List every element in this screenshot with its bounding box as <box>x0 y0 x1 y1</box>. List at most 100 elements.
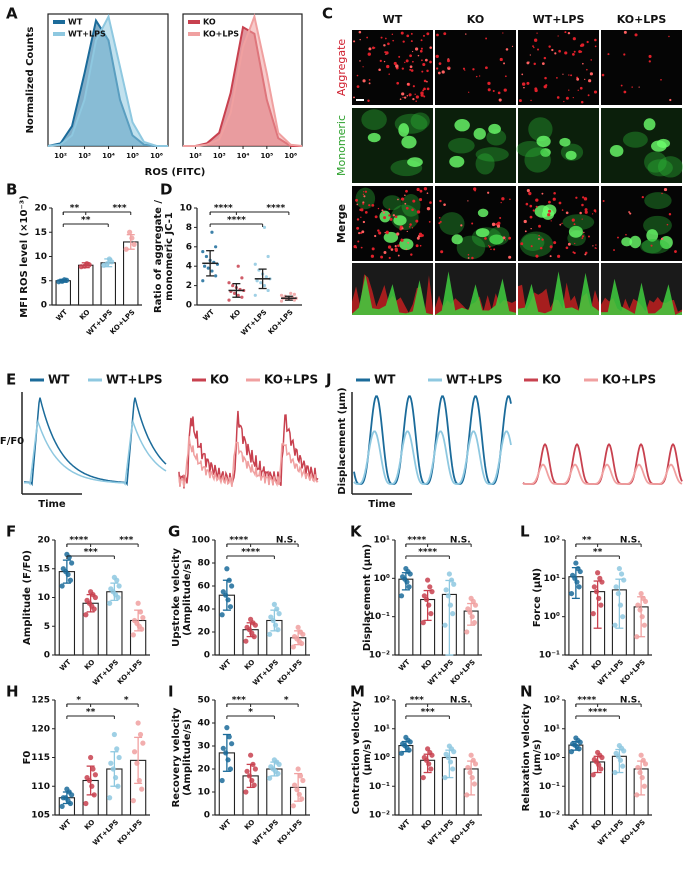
aggregate-dot <box>388 208 391 211</box>
aggregate-dot <box>650 244 653 247</box>
aggregate-dot <box>387 245 392 249</box>
data-point <box>469 774 475 781</box>
aggregate-dot <box>436 67 439 70</box>
aggregate-dot <box>362 202 365 205</box>
aggregate-dot <box>594 45 597 48</box>
aggregate-dot <box>410 253 413 256</box>
sig-label: **** <box>588 708 607 718</box>
aggregate-dot <box>422 89 425 92</box>
x-tick-label: WT <box>218 658 233 673</box>
aggregate-dot <box>484 237 487 240</box>
data-point <box>107 600 113 606</box>
surface-red <box>352 274 433 315</box>
data-point <box>59 583 65 589</box>
data-point <box>108 586 114 592</box>
data-point <box>420 774 426 781</box>
aggregate-dot <box>384 37 387 40</box>
mitochondria-green <box>559 137 571 147</box>
y-tick-label: 100 <box>191 536 210 546</box>
data-point <box>570 741 576 747</box>
aggregate-dot <box>581 203 584 207</box>
mitochondria-green <box>449 155 465 168</box>
mitochondria-green <box>456 235 486 260</box>
data-point <box>639 614 645 620</box>
data-point <box>295 766 301 772</box>
aggregate-dot <box>487 81 491 85</box>
data-point <box>111 731 117 738</box>
panel-label: E <box>6 371 16 389</box>
aggregate-dot <box>388 73 390 75</box>
y-axis-label: Force (μN) <box>532 568 543 627</box>
x-tick-label: WT+LPS <box>251 818 280 847</box>
legend-label: KO <box>203 18 216 27</box>
aggregate-dot <box>583 231 585 234</box>
data-point <box>471 620 477 626</box>
x-tick-label: 10⁶ <box>150 152 163 160</box>
aggregate-dot <box>493 248 496 251</box>
aggregate-dot <box>426 80 428 83</box>
x-tick-label: KO <box>243 818 257 832</box>
aggregate-dot <box>521 82 526 86</box>
aggregate-dot <box>386 64 390 69</box>
aggregate-dot <box>366 36 369 39</box>
y-tick-label: 0 <box>41 301 47 311</box>
aggregate-dot <box>552 197 556 201</box>
aggregate-dot <box>623 53 626 56</box>
aggregate-dot <box>409 68 412 71</box>
data-point <box>92 772 98 778</box>
data-point <box>450 766 456 772</box>
aggregate-dot <box>475 75 478 78</box>
aggregate-dot <box>394 215 398 218</box>
area-line <box>47 13 168 147</box>
aggregate-dot <box>411 227 414 229</box>
aggregate-dot <box>584 78 586 81</box>
data-point <box>262 225 267 229</box>
data-point <box>442 774 448 781</box>
y-tick-label: 20 <box>34 204 47 214</box>
x-tick-label: 10⁴ <box>237 152 250 160</box>
aggregate-dot <box>567 242 571 246</box>
data-point <box>244 624 250 631</box>
aggregate-dot <box>401 67 405 70</box>
y-tick-label: 10² <box>374 696 391 706</box>
data-point <box>279 293 284 297</box>
y-tick-label: 10¹ <box>374 724 391 734</box>
aggregate-dot <box>415 100 417 102</box>
y-tick-label: 10⁻¹ <box>369 612 390 622</box>
data-point <box>638 752 644 758</box>
aggregate-dot <box>586 68 588 71</box>
aggregate-dot <box>465 33 467 35</box>
sig-label: N.S. <box>620 696 641 706</box>
legend-label: KO <box>210 373 229 387</box>
data-point <box>243 789 249 795</box>
aggregate-dot <box>502 236 506 240</box>
aggregate-dot <box>556 96 560 99</box>
surface-green <box>435 271 516 315</box>
mitochondria-green <box>562 214 595 231</box>
aggregate-dot <box>572 37 576 41</box>
aggregate-dot <box>536 32 538 34</box>
aggregate-dot <box>405 248 408 251</box>
aggregate-dot <box>429 46 433 49</box>
aggregate-dot <box>429 60 432 64</box>
legend-label: WT <box>374 373 396 387</box>
data-point <box>568 590 575 597</box>
sig-label: ** <box>593 548 603 558</box>
x-tick-label: WT+LPS <box>91 818 120 847</box>
data-point <box>240 276 244 280</box>
aggregate-dot <box>399 98 402 100</box>
surface-green <box>601 278 682 315</box>
aggregate-dot <box>504 239 507 241</box>
aggregate-dot <box>395 64 399 68</box>
aggregate-dot <box>660 237 664 240</box>
y-tick-label: 10⁰ <box>374 574 391 584</box>
data-point <box>64 786 70 792</box>
aggregate-dot <box>385 230 389 234</box>
data-point <box>264 275 268 279</box>
data-point <box>266 254 270 259</box>
aggregate-dot <box>485 37 488 40</box>
y-tick-label: 2 <box>186 281 192 291</box>
data-point <box>576 584 582 590</box>
aggregate-dot <box>441 70 445 74</box>
data-point <box>201 279 205 283</box>
